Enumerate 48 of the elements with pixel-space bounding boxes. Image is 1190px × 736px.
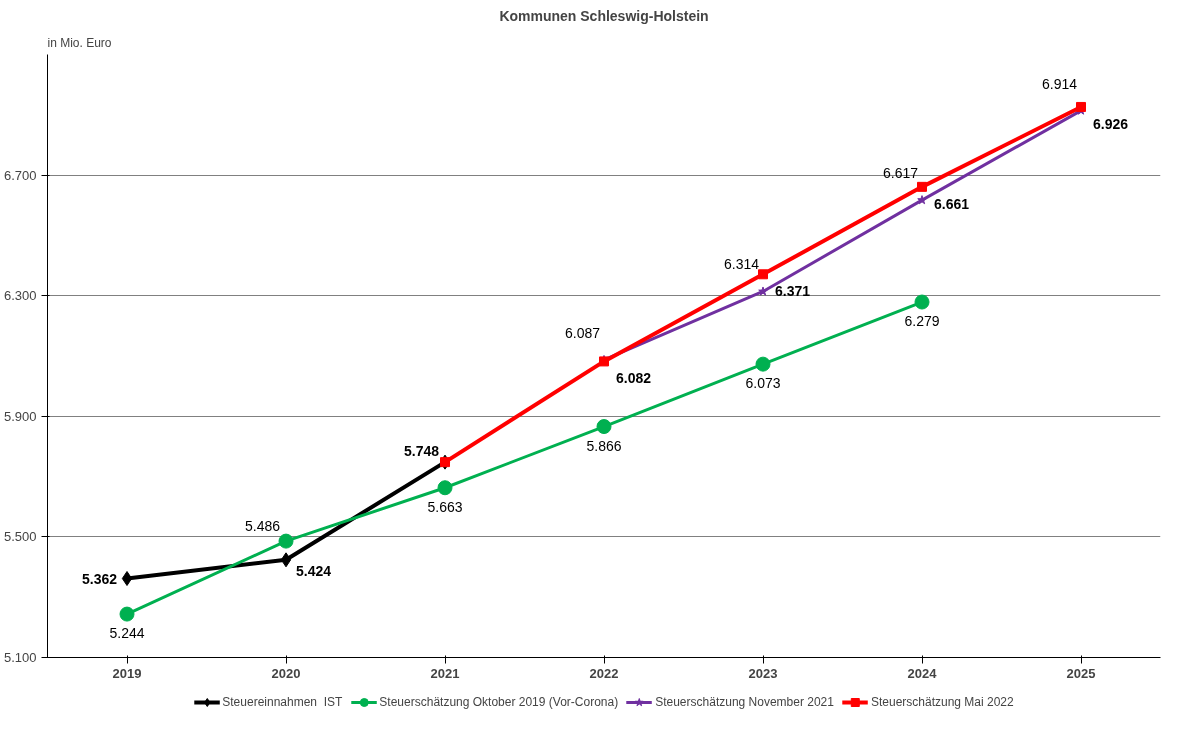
data-label: 6.082 xyxy=(616,370,652,387)
data-label: 5.748 xyxy=(403,443,440,460)
x-tick-label: 2024 xyxy=(907,665,938,681)
x-tick-label: 2023 xyxy=(748,665,778,681)
point xyxy=(278,533,294,549)
y-tick-label: 6.700 xyxy=(3,167,37,183)
y-tick-label: 5.100 xyxy=(3,650,37,665)
x-tick-label: 2022 xyxy=(589,665,619,681)
data-label: 5.362 xyxy=(81,570,118,587)
data-label: 6.371 xyxy=(775,283,811,300)
y-tick-label: 5.500 xyxy=(3,529,37,545)
y-axis-title: in Mio. Euro xyxy=(47,35,112,50)
data-label: 5.486 xyxy=(244,518,281,535)
legend-label: Steuerschätzung Oktober 2019 (Vor-Corona) xyxy=(379,695,619,709)
data-label: 6.617 xyxy=(882,165,919,182)
x-tick-label: 2020 xyxy=(271,665,301,681)
x-tick-label: 2025 xyxy=(1066,665,1096,681)
point xyxy=(914,294,930,310)
data-label: 6.914 xyxy=(1041,75,1078,92)
legend-label: Steuerschätzung November 2021 xyxy=(655,695,834,709)
point xyxy=(758,269,768,280)
point xyxy=(917,195,927,205)
point xyxy=(917,181,927,192)
x-tick-label: 2019 xyxy=(112,665,142,681)
point xyxy=(280,552,292,568)
point xyxy=(755,356,771,372)
point xyxy=(596,419,612,435)
data-label: 6.073 xyxy=(745,375,781,392)
point xyxy=(437,480,453,496)
data-label: 5.866 xyxy=(586,437,622,454)
point xyxy=(758,286,768,296)
point xyxy=(1076,101,1086,112)
y-tick-label: 6.300 xyxy=(3,288,37,304)
data-label: 5.244 xyxy=(109,625,145,642)
legend-label: Steuereinnahmen IST xyxy=(222,695,343,709)
data-label: 6.314 xyxy=(723,256,760,273)
data-label: 5.663 xyxy=(427,498,463,515)
data-label: 5.424 xyxy=(296,562,332,579)
data-label: 6.926 xyxy=(1093,115,1129,132)
chart-title: Kommunen Schleswig-Holstein xyxy=(499,7,709,24)
data-label: 6.087 xyxy=(564,324,601,341)
data-label: 6.279 xyxy=(904,313,940,330)
legend-label: Steuerschätzung Mai 2022 xyxy=(870,695,1014,709)
y-tick-label: 5.900 xyxy=(3,408,37,424)
data-label: 6.661 xyxy=(934,195,970,212)
point xyxy=(121,571,133,587)
x-tick-label: 2021 xyxy=(430,665,460,681)
point xyxy=(119,606,135,622)
